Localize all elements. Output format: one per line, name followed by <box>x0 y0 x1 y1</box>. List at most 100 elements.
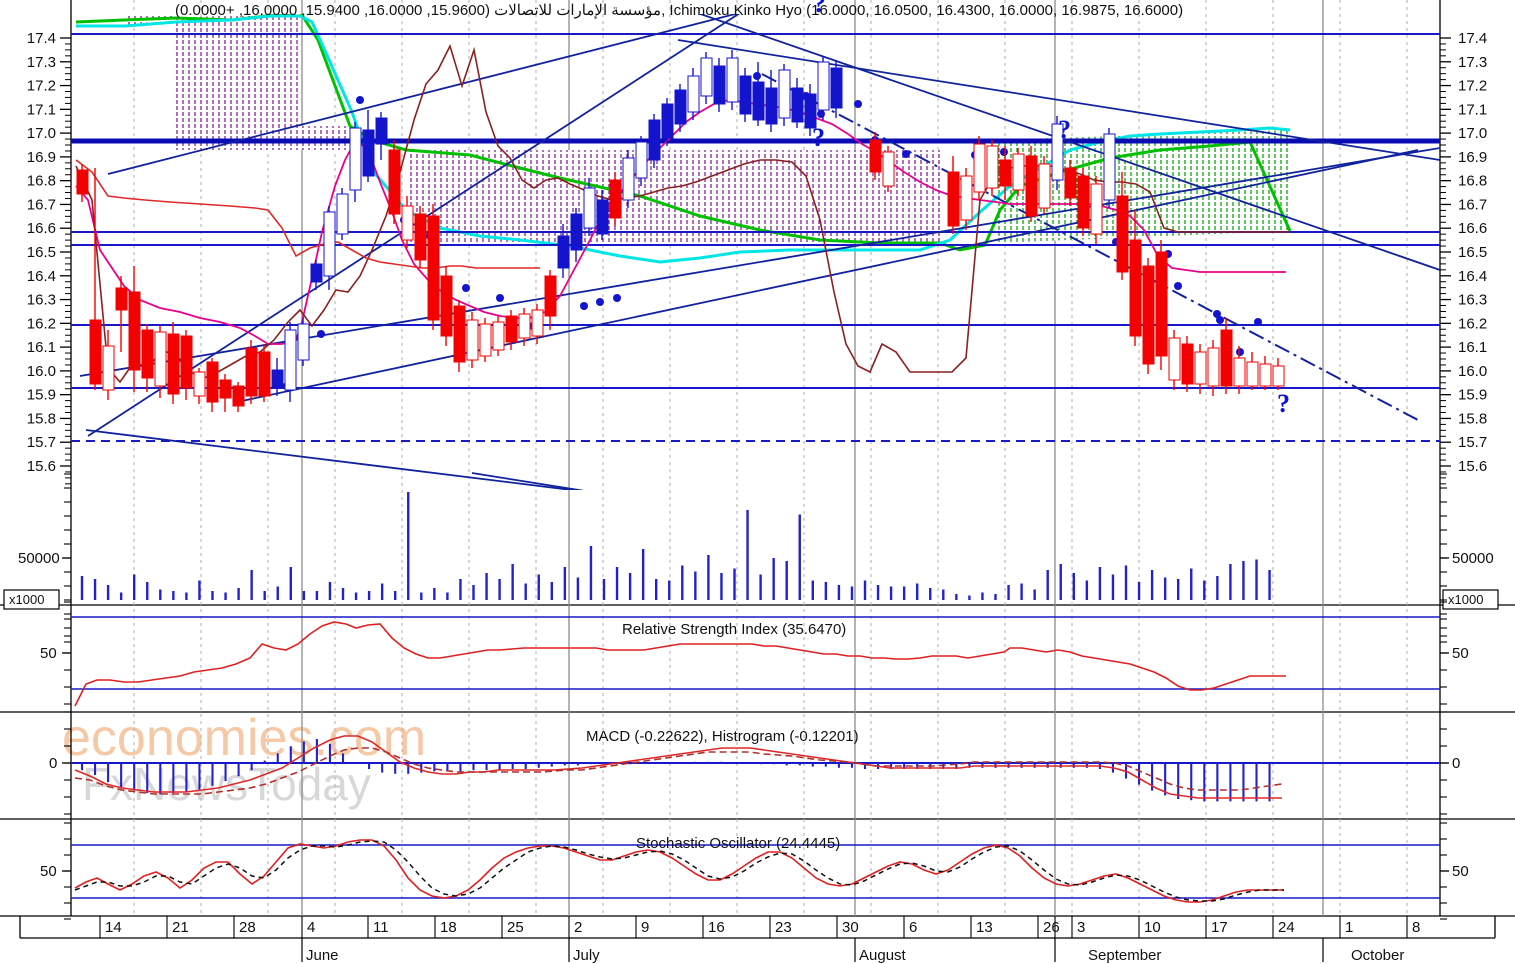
price-axis-right: 17.4 17.3 17.2 17.1 17.0 16.9 16.8 16.7 16.6 16.5… <box>1440 30 1487 485</box>
x-axis-day-label: 3 <box>1077 919 1085 936</box>
candle <box>401 196 414 248</box>
price-tick-label-right: 16.8 <box>1458 173 1487 190</box>
watermark-group: economies.com FxNewsToday <box>62 709 426 810</box>
candle <box>505 310 518 350</box>
x-axis-day-label: 26 <box>1043 919 1060 936</box>
price-tick-label-right: 16.5 <box>1458 244 1487 261</box>
x-axis-day-label: 30 <box>842 919 859 936</box>
price-tick-label-left: 16.7 <box>27 196 56 213</box>
price-tick-label-right: 17.4 <box>1458 30 1487 47</box>
price-tick-label-left: 17.1 <box>27 101 56 118</box>
price-tick-label-left: 17.2 <box>27 78 56 95</box>
stoch-axis-label-right: 50 <box>1452 863 1469 880</box>
candle <box>830 60 843 118</box>
annotation-question-marks: ? ? ? ? <box>812 0 1290 418</box>
rsi-panel-plot <box>71 616 1440 707</box>
x-axis-day-label: 18 <box>440 919 457 936</box>
candlestick-series <box>76 50 1285 412</box>
macd-signal-line <box>74 747 1283 795</box>
price-tick-label-left: 17.0 <box>27 125 56 142</box>
volume-axis-label-right: 50000 <box>1452 550 1494 567</box>
stochastic-d-line <box>74 840 1284 902</box>
candle <box>115 266 154 392</box>
volume-axis-label-left: 50000 <box>18 550 60 567</box>
candle <box>778 64 791 126</box>
candle <box>167 322 193 404</box>
price-tick-label-right: 16.2 <box>1458 315 1487 332</box>
price-tick-label-right: 16.1 <box>1458 339 1487 356</box>
macd-axis-label-right: 0 <box>1452 755 1460 772</box>
question-mark-annotation: ? <box>813 0 826 18</box>
x-axis-day-label: 25 <box>507 919 524 936</box>
question-mark-annotation: ? <box>1277 389 1290 418</box>
rsi-axis-label-right: 50 <box>1452 645 1469 662</box>
price-tick-label-right: 15.7 <box>1458 434 1487 451</box>
candle <box>622 136 648 208</box>
macd-panel-label: MACD (-0.22622), Histrogram (-0.12201) <box>586 728 859 745</box>
x-axis-day-label: 9 <box>641 919 649 936</box>
candle <box>154 326 167 398</box>
price-tick-label-right: 16.9 <box>1458 149 1487 166</box>
price-tick-label-right: 16.3 <box>1458 292 1487 309</box>
question-mark-annotation: ? <box>1058 115 1071 144</box>
rsi-axis: 50 50 Relative Strength Index (35.6470) <box>40 601 1469 705</box>
price-tick-label-right: 16.6 <box>1458 220 1487 237</box>
senkou-span-a-line <box>75 14 1292 252</box>
x-axis-month-label: July <box>573 947 600 964</box>
candle <box>609 172 622 226</box>
candle <box>466 312 505 368</box>
price-tick-label-right: 15.8 <box>1458 410 1487 427</box>
candle <box>713 58 726 112</box>
price-axis-left: 17.4 17.3 17.2 17.1 17.0 16.9 16.8 16.7 16.6 16.5… <box>27 30 71 485</box>
x-axis-day-label: 23 <box>775 919 792 936</box>
stochastic-panel-plot <box>71 839 1440 903</box>
x-axis-day-label: 8 <box>1412 919 1420 936</box>
stochastic-axis: 50 50 Stochastic Oscillator (24.4445) <box>40 822 1469 920</box>
candle <box>557 208 583 278</box>
macd-axis-label-left: 0 <box>49 755 57 772</box>
stoch-axis-label-left: 50 <box>40 863 57 880</box>
price-tick-label-left: 15.7 <box>27 434 56 451</box>
x-axis-day-label: 4 <box>307 919 315 936</box>
price-tick-label-left: 16.9 <box>27 149 56 166</box>
candle <box>726 50 739 110</box>
candle <box>1168 330 1181 390</box>
candle <box>1012 148 1025 196</box>
panel-frames <box>0 0 1515 939</box>
candle <box>193 368 206 404</box>
candle <box>1038 156 1051 214</box>
ichimoku-cloud <box>124 14 1290 243</box>
candle <box>882 146 895 192</box>
price-tick-label-right: 15.9 <box>1458 387 1487 404</box>
candle <box>518 304 544 346</box>
x-axis-day-label: 14 <box>105 919 122 936</box>
price-tick-label-left: 16.0 <box>27 363 56 380</box>
candle <box>1181 336 1194 392</box>
candle <box>284 318 310 402</box>
price-tick-label-left: 17.4 <box>27 30 56 47</box>
candle <box>1220 318 1233 394</box>
price-tick-label-left: 16.5 <box>27 244 56 261</box>
price-tick-label-right: 17.3 <box>1458 54 1487 71</box>
volume-panel-plot <box>80 492 1271 600</box>
x-axis-day-label: 16 <box>708 919 725 936</box>
candle <box>1025 146 1038 222</box>
x-axis-day-label: 1 <box>1345 919 1353 936</box>
volume-multiplier-right: x1000 <box>1448 592 1483 607</box>
candle <box>544 270 557 330</box>
candle <box>1194 340 1220 396</box>
candle <box>1090 176 1103 244</box>
candle <box>596 190 609 240</box>
moving-average-line <box>75 159 540 269</box>
candle <box>817 56 830 120</box>
candle <box>583 178 596 236</box>
price-tick-label-left: 16.2 <box>27 315 56 332</box>
x-axis-day-label: 11 <box>373 919 389 936</box>
candle <box>388 140 401 224</box>
candle <box>1103 128 1116 208</box>
candle <box>206 340 271 412</box>
price-tick-label-left: 15.9 <box>27 387 56 404</box>
candle <box>791 78 817 136</box>
price-tick-label-left: 15.6 <box>27 458 56 475</box>
